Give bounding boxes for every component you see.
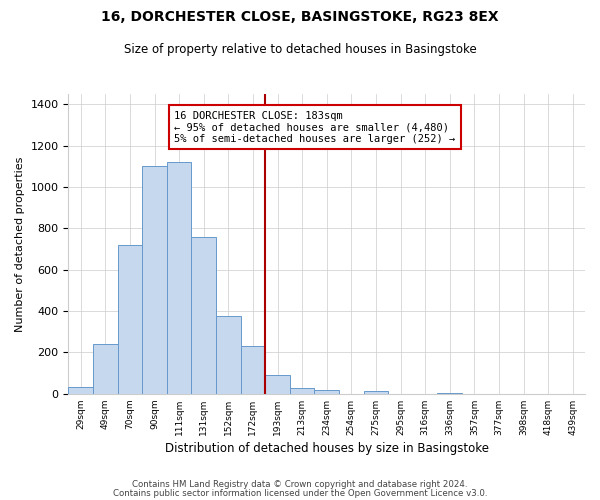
Bar <box>216 316 241 394</box>
Bar <box>68 386 93 394</box>
Bar <box>241 346 265 394</box>
Text: Size of property relative to detached houses in Basingstoke: Size of property relative to detached ho… <box>124 42 476 56</box>
Bar <box>191 236 216 394</box>
Text: 16 DORCHESTER CLOSE: 183sqm
← 95% of detached houses are smaller (4,480)
5% of s: 16 DORCHESTER CLOSE: 183sqm ← 95% of det… <box>174 110 455 144</box>
Bar <box>167 162 191 394</box>
Text: Contains public sector information licensed under the Open Government Licence v3: Contains public sector information licen… <box>113 488 487 498</box>
Bar <box>93 344 118 394</box>
Text: 16, DORCHESTER CLOSE, BASINGSTOKE, RG23 8EX: 16, DORCHESTER CLOSE, BASINGSTOKE, RG23 … <box>101 10 499 24</box>
Bar <box>142 166 167 394</box>
Bar <box>437 393 462 394</box>
Bar <box>118 245 142 394</box>
Bar <box>364 390 388 394</box>
X-axis label: Distribution of detached houses by size in Basingstoke: Distribution of detached houses by size … <box>165 442 489 455</box>
Bar <box>290 388 314 394</box>
Bar <box>265 375 290 394</box>
Text: Contains HM Land Registry data © Crown copyright and database right 2024.: Contains HM Land Registry data © Crown c… <box>132 480 468 489</box>
Y-axis label: Number of detached properties: Number of detached properties <box>15 156 25 332</box>
Bar <box>314 390 339 394</box>
